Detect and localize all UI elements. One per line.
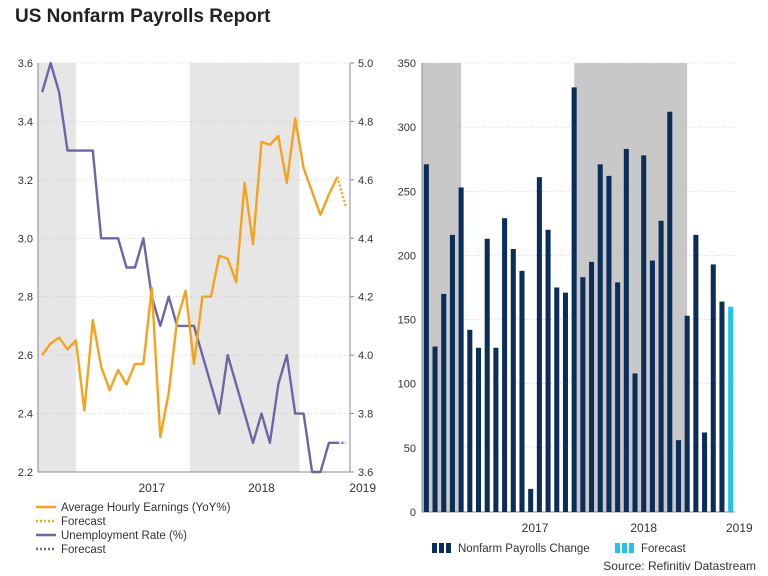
left-y-tick-label: 2.6 [18, 350, 33, 362]
x-tick-label-2017: 2017 [522, 521, 549, 535]
right-chart: 0 50 100 150 200 250 300 350 2017 2018 2019 Nonfarm… [398, 58, 753, 555]
payrolls-bar [597, 164, 603, 513]
payrolls-bar [528, 488, 534, 512]
shaded-period-2 [189, 63, 300, 472]
payrolls-bar [606, 175, 612, 513]
payrolls-bar [493, 347, 499, 512]
payrolls-bar [467, 329, 473, 512]
payrolls-bar [484, 238, 490, 512]
x-tick-label-2018: 2018 [630, 521, 657, 535]
y-tick-label: 350 [398, 58, 416, 70]
payrolls-bar [519, 270, 525, 512]
shaded-period-1 [38, 63, 76, 472]
legend-label-1: Average Hourly Earnings (YoY%) [61, 502, 231, 514]
y-tick-label: 300 [398, 122, 416, 134]
legend-label-1: Nonfarm Payrolls Change [458, 543, 590, 555]
page-title: US Nonfarm Payrolls Report [15, 6, 271, 27]
payrolls-bar [502, 218, 508, 512]
right-y-tick-label: 4.4 [358, 233, 373, 245]
payrolls-bar [554, 287, 560, 512]
y-tick-label: 100 [398, 379, 416, 391]
y-tick-label: 50 [404, 443, 416, 455]
source-note: Source: Refinitiv Datastream [603, 559, 756, 573]
legend-swatch-2-3 [629, 543, 634, 553]
payrolls-bar [441, 293, 447, 512]
payrolls-bar [536, 177, 542, 512]
payrolls-bar [702, 432, 708, 512]
payrolls-bar [641, 155, 647, 512]
payrolls-bar [658, 220, 664, 512]
payrolls-bar [693, 234, 699, 512]
y-tick-label: 150 [398, 315, 416, 327]
legend-swatch-1-1 [432, 543, 437, 553]
legend-label-3: Unemployment Rate (%) [61, 530, 187, 542]
payrolls-bar [649, 260, 655, 512]
right-y-tick-label: 4.2 [358, 292, 373, 304]
y-tick-label: 250 [398, 186, 416, 198]
legend-swatch-1-3 [446, 543, 451, 553]
payrolls-forecast-bar [728, 306, 734, 512]
payrolls-bar [589, 261, 595, 512]
legend-swatch-2-1 [615, 543, 620, 553]
left-y-tick-label: 3.0 [18, 233, 33, 245]
payrolls-bar [571, 87, 577, 513]
legend-label-2: Forecast [641, 543, 687, 555]
right-y-tick-label: 4.8 [358, 116, 373, 128]
y-tick-label: 200 [398, 250, 416, 262]
x-tick-label-2019: 2019 [726, 521, 753, 535]
payrolls-bar [423, 164, 429, 513]
right-y-tick-label: 5.0 [358, 58, 373, 70]
y-tick-label: 0 [410, 507, 416, 519]
earnings-line [41, 117, 339, 439]
payrolls-bar [580, 277, 586, 512]
legend-label-2: Forecast [61, 516, 107, 528]
payrolls-bar [623, 148, 629, 513]
payrolls-bar [615, 282, 621, 512]
payrolls-bar [475, 347, 482, 512]
left-y-tick-label: 2.2 [18, 467, 33, 479]
payrolls-bar [545, 229, 551, 512]
payrolls-bar [510, 249, 516, 512]
payrolls-bar [449, 234, 455, 512]
left-y-tick-label: 2.4 [18, 409, 33, 421]
right-y-tick-label: 4.0 [358, 350, 373, 362]
right-y-tick-label: 3.8 [358, 409, 373, 421]
left-y-tick-label: 3.2 [18, 175, 33, 187]
left-y-tick-label: 3.6 [18, 58, 33, 70]
x-tick-label-2017: 2017 [138, 481, 165, 495]
right-y-tick-label: 3.6 [358, 467, 373, 479]
right-y-tick-label: 4.6 [358, 175, 373, 187]
payrolls-bar [684, 315, 690, 512]
earnings-forecast-line [336, 176, 347, 207]
payrolls-bar [562, 292, 568, 512]
left-chart: 2.2 2.4 2.6 2.8 3.0 3.2 3.4 3.6 3.6 3.8 4.0 4.2 4.4 4… [18, 58, 377, 556]
legend-swatch-2-2 [622, 543, 627, 553]
x-tick-label-2018: 2018 [248, 481, 275, 495]
x-tick-label-2019: 2019 [349, 481, 376, 495]
payrolls-bar [432, 346, 438, 512]
legend-label-4: Forecast [61, 544, 107, 556]
payrolls-bar [458, 187, 464, 513]
payrolls-bar [719, 301, 725, 512]
payrolls-bar [710, 264, 716, 512]
left-y-tick-label: 3.4 [18, 116, 33, 128]
left-y-tick-label: 2.8 [18, 292, 33, 304]
payrolls-bar [667, 111, 673, 513]
payrolls-bar [632, 373, 638, 512]
payrolls-bar [675, 440, 682, 512]
legend-swatch-1-2 [439, 543, 444, 553]
